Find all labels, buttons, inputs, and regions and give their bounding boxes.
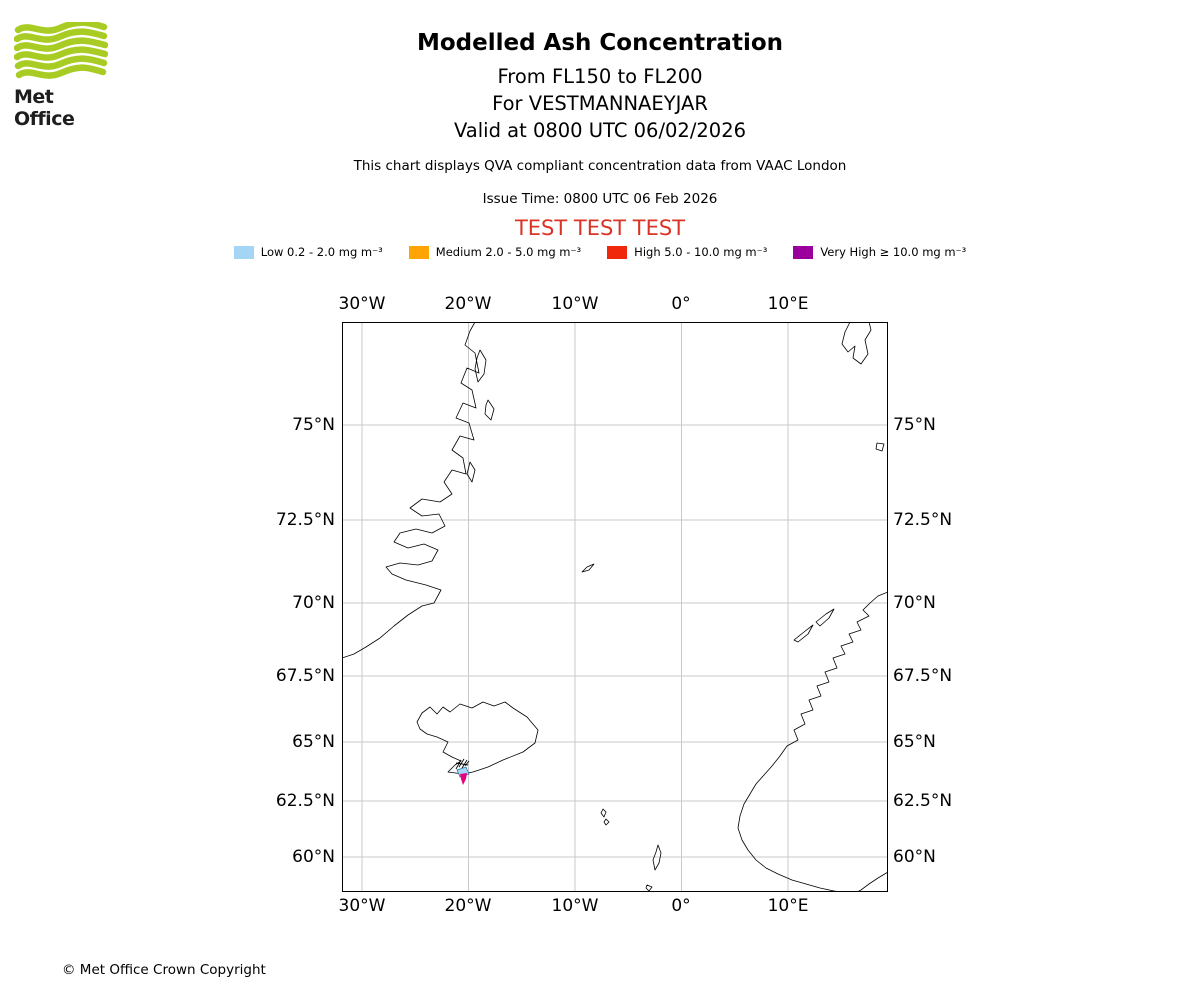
faroe-islands-2 xyxy=(603,818,610,826)
ash-plume-marker xyxy=(460,773,467,785)
legend-item-high: High 5.0 - 10.0 mg m⁻³ xyxy=(607,245,767,259)
title-block: Modelled Ash Concentration From FL150 to… xyxy=(0,30,1200,144)
iceland-coastline xyxy=(416,701,539,775)
y-tick-left-62-5n: 62.5°N xyxy=(275,791,335,811)
y-tick-left-72-5n: 72.5°N xyxy=(275,510,335,530)
orkney-island xyxy=(645,884,653,892)
shetland-island xyxy=(652,844,662,871)
met-office-logo-waves-icon xyxy=(13,19,109,79)
legend: Low 0.2 - 2.0 mg m⁻³ Medium 2.0 - 5.0 mg… xyxy=(0,245,1200,259)
flight-level-range: From FL150 to FL200 xyxy=(497,65,703,88)
legend-label-low: Low 0.2 - 2.0 mg m⁻³ xyxy=(260,245,383,259)
issue-time: Issue Time: 0800 UTC 06 Feb 2026 xyxy=(482,191,718,207)
x-tick-top-10e: 10°E xyxy=(767,294,809,314)
svalbard-coastline xyxy=(841,322,872,365)
x-tick-bottom-10w: 10°W xyxy=(551,896,599,916)
y-tick-left-67-5n: 67.5°N xyxy=(275,666,335,686)
volcano-name: For VESTMANNAEYJAR xyxy=(492,92,708,115)
x-tick-top-10w: 10°W xyxy=(551,294,599,314)
x-tick-top-0: 0° xyxy=(671,294,691,314)
x-tick-top-20w: 20°W xyxy=(444,294,492,314)
y-tick-right-72-5n: 72.5°N xyxy=(893,510,953,530)
legend-label-medium: Medium 2.0 - 5.0 mg m⁻³ xyxy=(435,245,582,259)
legend-label-high: High 5.0 - 10.0 mg m⁻³ xyxy=(634,245,768,259)
legend-label-very-high: Very High ≥ 10.0 mg m⁻³ xyxy=(820,245,967,259)
y-tick-left-60n: 60°N xyxy=(292,847,335,867)
met-office-logo-text: Met Office xyxy=(14,86,75,130)
copyright-notice: © Met Office Crown Copyright xyxy=(62,962,266,978)
chart-description: This chart displays QVA compliant concen… xyxy=(353,158,847,174)
x-tick-bottom-0: 0° xyxy=(671,896,691,916)
valid-time: Valid at 0800 UTC 06/02/2026 xyxy=(453,119,747,142)
legend-item-medium: Medium 2.0 - 5.0 mg m⁻³ xyxy=(408,245,582,259)
very-high-swatch xyxy=(793,245,814,259)
greenland-island-2 xyxy=(484,399,495,421)
medium-swatch xyxy=(408,245,429,259)
y-tick-right-62-5n: 62.5°N xyxy=(893,791,953,811)
legend-item-very-high: Very High ≥ 10.0 mg m⁻³ xyxy=(793,245,966,259)
norway-coastline xyxy=(737,591,888,892)
x-tick-bottom-10e: 10°E xyxy=(767,896,809,916)
y-tick-right-67-5n: 67.5°N xyxy=(893,666,953,686)
jan-mayen-island xyxy=(581,563,595,573)
x-tick-top-30w: 30°W xyxy=(338,294,386,314)
y-tick-left-75n: 75°N xyxy=(292,415,335,435)
high-swatch xyxy=(607,245,628,259)
greenland-east-coastline xyxy=(342,322,480,659)
map-canvas xyxy=(342,322,888,892)
x-tick-bottom-20w: 20°W xyxy=(444,896,492,916)
test-banner: TEST TEST TEST xyxy=(514,216,686,240)
bear-island xyxy=(875,442,885,452)
met-office-logo: Met Office xyxy=(13,19,110,130)
map-frame xyxy=(342,322,888,892)
skagerrak-coastline xyxy=(856,871,888,892)
faroe-islands-1 xyxy=(600,808,607,818)
y-tick-right-70n: 70°N xyxy=(893,593,936,613)
y-tick-right-60n: 60°N xyxy=(893,847,936,867)
lofoten-islands-2 xyxy=(815,608,835,627)
ash-hatch-lines xyxy=(455,758,470,770)
lofoten-islands-1 xyxy=(793,624,814,643)
page-title: Modelled Ash Concentration xyxy=(416,30,784,56)
low-swatch xyxy=(233,245,254,259)
greenland-island-1 xyxy=(474,349,487,383)
x-tick-bottom-30w: 30°W xyxy=(338,896,386,916)
y-tick-right-75n: 75°N xyxy=(893,415,936,435)
greenland-island-3 xyxy=(466,461,476,483)
y-tick-right-65n: 65°N xyxy=(893,732,936,752)
ash-contour-marker xyxy=(455,758,470,785)
graticule xyxy=(342,322,888,892)
y-tick-left-70n: 70°N xyxy=(292,593,335,613)
y-tick-left-65n: 65°N xyxy=(292,732,335,752)
legend-item-low: Low 0.2 - 2.0 mg m⁻³ xyxy=(233,245,383,259)
